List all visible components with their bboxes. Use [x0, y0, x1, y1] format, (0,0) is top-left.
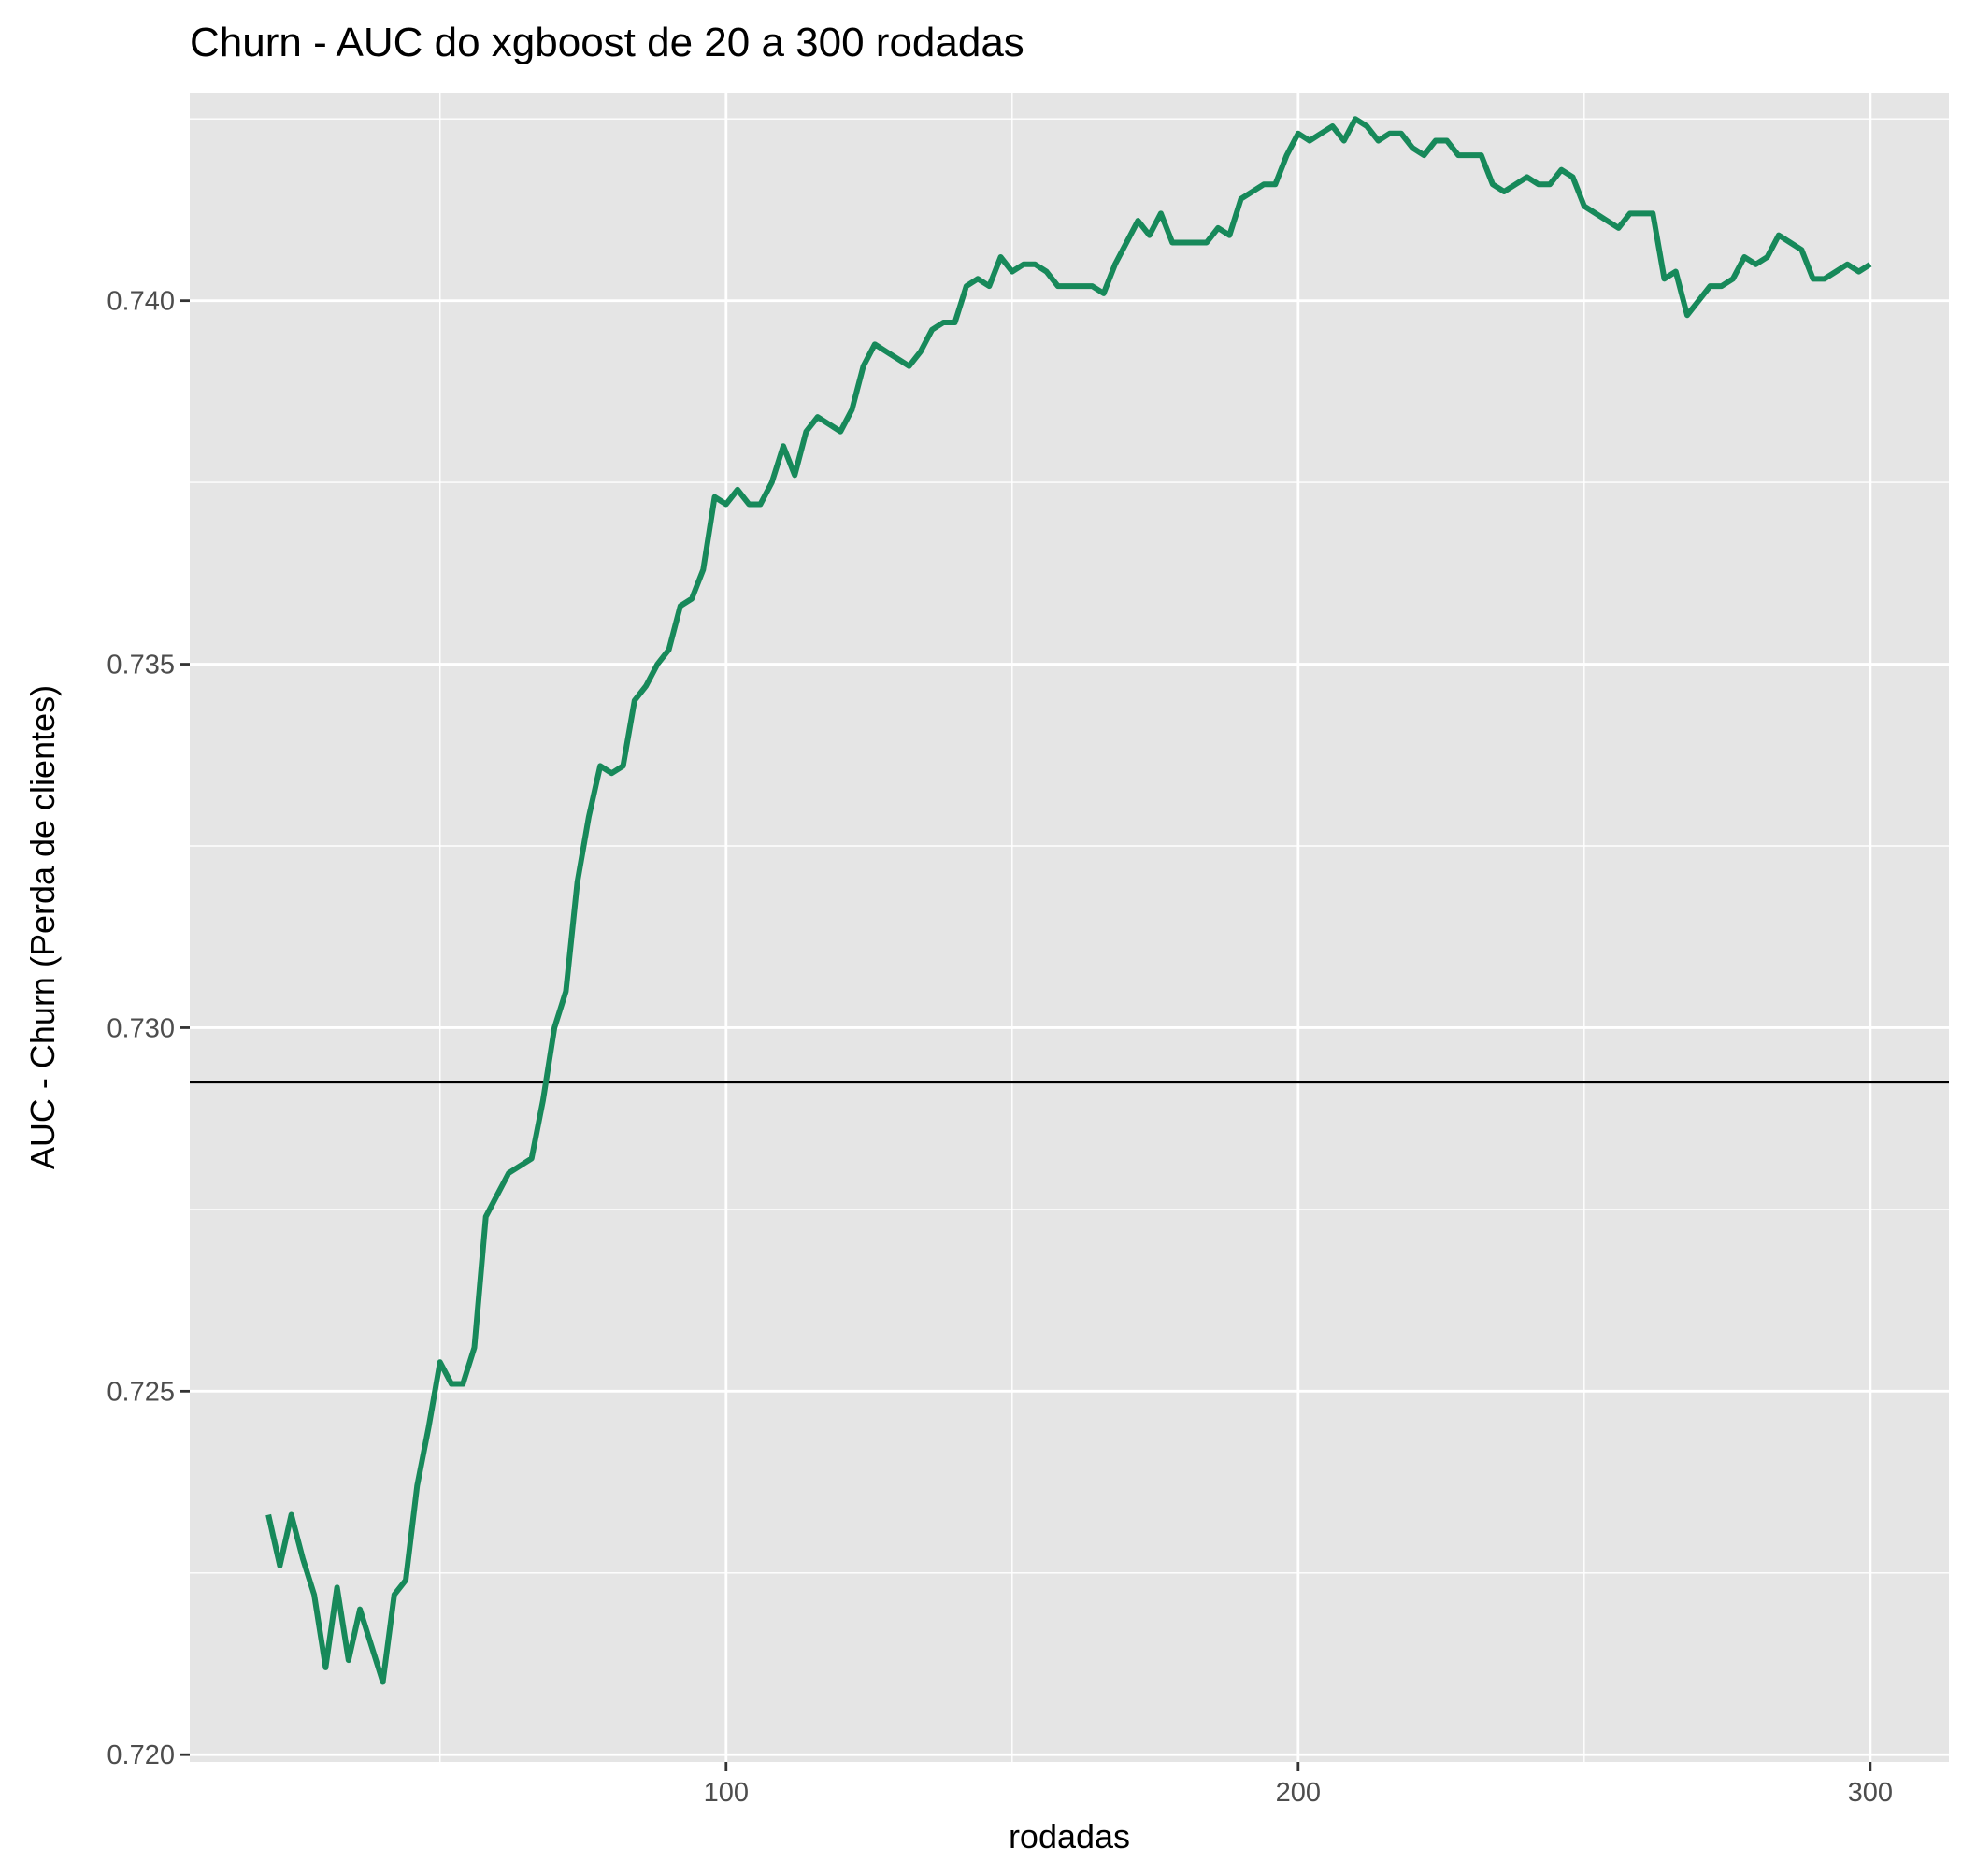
y-axis-label: AUC - Churn (Perda de clientes) [23, 685, 62, 1169]
x-tick-label: 300 [1848, 1778, 1893, 1808]
x-axis-label: rodadas [1009, 1817, 1130, 1855]
major-gridlines [190, 93, 1949, 1762]
x-axis-ticks [724, 1762, 1872, 1771]
y-axis-tick-labels: 0.720 0.725 0.730 0.735 0.740 [107, 287, 175, 1771]
y-tick-label: 0.730 [107, 1013, 175, 1043]
y-tick-label: 0.725 [107, 1377, 175, 1407]
y-tick-label: 0.740 [107, 287, 175, 317]
y-axis-ticks [180, 299, 190, 1756]
x-tick-label: 200 [1276, 1778, 1321, 1808]
y-tick-label: 0.720 [107, 1740, 175, 1770]
y-tick-label: 0.735 [107, 651, 175, 680]
minor-gridlines [190, 93, 1949, 1762]
plot-panel [190, 93, 1949, 1762]
x-axis-tick-labels: 100 200 300 [704, 1778, 1893, 1808]
series-line [265, 116, 1872, 1685]
x-tick-label: 100 [704, 1778, 749, 1808]
chart-title: Churn - AUC do xgboost de 20 a 300 rodad… [190, 20, 1024, 65]
